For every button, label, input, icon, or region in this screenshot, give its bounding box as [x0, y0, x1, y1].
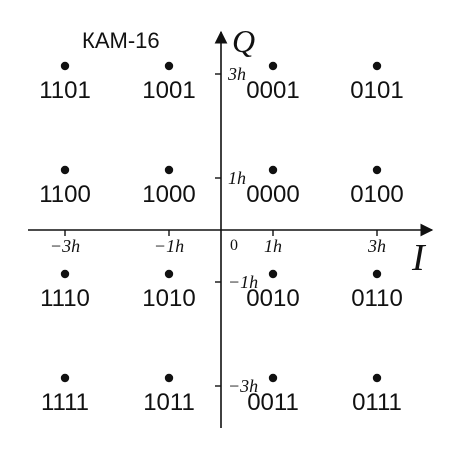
point-code-label: 0100 — [350, 181, 403, 208]
q-tick-label: −3h — [228, 376, 258, 396]
constellation-point — [60, 269, 70, 279]
constellation-point — [268, 61, 278, 71]
axis-ticks: −3h −1h 1h 3h 3h 1h −1h −3h — [50, 64, 386, 396]
constellation-point — [372, 61, 382, 71]
q-tick-label: −1h — [228, 272, 258, 292]
point-code-label: 0101 — [350, 77, 403, 104]
q-tick-label: 3h — [227, 64, 246, 84]
i-tick-label: 1h — [264, 236, 282, 256]
constellation-point — [268, 165, 278, 175]
constellation-point — [372, 269, 382, 279]
point-code-label: 1111 — [41, 389, 89, 416]
i-tick-label: −1h — [154, 236, 184, 256]
point-code-label: 0000 — [246, 181, 299, 208]
point-code-label: 1110 — [40, 285, 90, 312]
i-tick-label: 3h — [367, 236, 386, 256]
constellation-point — [372, 373, 382, 383]
point-code-label: 0011 — [247, 389, 299, 416]
origin-label: 0 — [230, 237, 238, 254]
point-code-label: 1010 — [142, 285, 195, 312]
point-code-label: 1100 — [39, 181, 91, 208]
point-code-label: 0001 — [246, 77, 299, 104]
q-axis-label: Q — [232, 23, 255, 59]
i-tick-label: −3h — [50, 236, 80, 256]
point-code-label: 1101 — [39, 77, 91, 104]
point-code-label: 0010 — [246, 285, 299, 312]
diagram-title: КАМ-16 — [82, 28, 160, 53]
constellation-point — [164, 373, 174, 383]
point-code-label: 1001 — [142, 77, 195, 104]
constellation-point — [60, 61, 70, 71]
constellation-points: 1101 1001 0001 0101 1100 1000 0000 0100 1110 1010… — [39, 61, 404, 416]
point-code-label: 1011 — [143, 389, 195, 416]
constellation-point — [60, 373, 70, 383]
point-code-label: 0111 — [352, 389, 402, 416]
q-tick-label: 1h — [228, 168, 246, 188]
constellation-point — [164, 165, 174, 175]
constellation-point — [164, 269, 174, 279]
constellation-point — [268, 269, 278, 279]
constellation-point — [372, 165, 382, 175]
point-code-label: 1000 — [142, 181, 195, 208]
constellation-point — [164, 61, 174, 71]
i-axis-label: I — [411, 237, 427, 279]
constellation-point — [268, 373, 278, 383]
constellation-point — [60, 165, 70, 175]
point-code-label: 0110 — [351, 285, 403, 312]
